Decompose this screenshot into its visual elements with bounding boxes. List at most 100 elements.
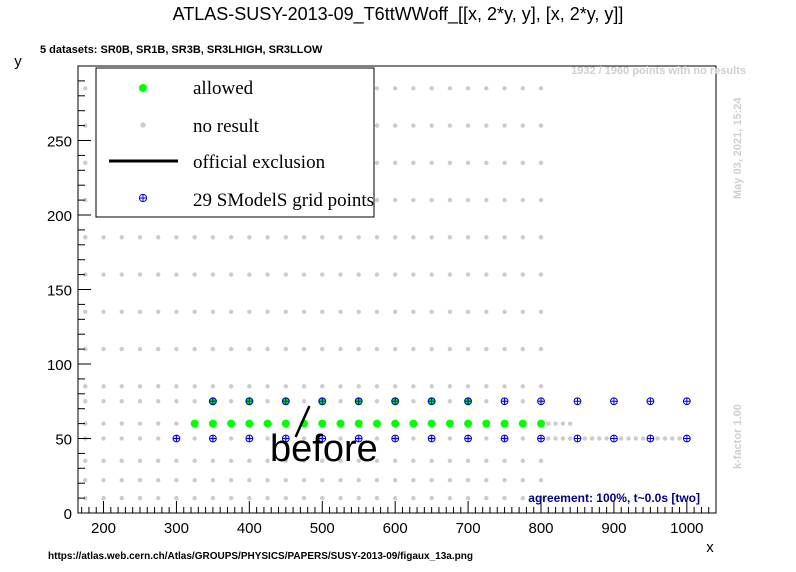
no-result-point xyxy=(520,399,525,404)
no-result-point xyxy=(338,384,343,389)
no-result-point xyxy=(597,436,602,441)
no-result-point xyxy=(137,399,143,404)
no-result-point xyxy=(520,495,525,501)
smodels-grid-point xyxy=(245,397,254,406)
no-result-point xyxy=(119,309,124,315)
no-result-point xyxy=(356,309,361,315)
no-result-point xyxy=(119,272,124,277)
allowed-point xyxy=(537,419,546,428)
no-result-point xyxy=(301,235,307,240)
smodels-grid-point xyxy=(318,434,327,443)
y-tick-label: 150 xyxy=(47,283,72,300)
no-result-point xyxy=(538,160,544,166)
no-result-point xyxy=(560,436,566,441)
allowed-point xyxy=(427,419,436,428)
no-result-point xyxy=(247,235,252,240)
smodels-grid-point xyxy=(318,397,327,406)
no-result-point xyxy=(265,309,270,315)
no-result-point xyxy=(374,399,380,404)
legend-marker-allowed xyxy=(139,84,147,92)
x-tick-label: 600 xyxy=(383,520,408,537)
no-result-point xyxy=(356,478,361,483)
no-result-point xyxy=(538,346,544,352)
no-result-point xyxy=(392,160,398,166)
smodels-grid-point xyxy=(391,397,400,406)
no-result-point xyxy=(538,272,544,277)
no-result-point xyxy=(465,309,471,315)
no-result-point xyxy=(553,436,558,441)
no-result-point xyxy=(447,495,453,501)
no-result-point xyxy=(392,309,398,315)
no-result-point xyxy=(265,478,270,483)
no-result-point xyxy=(553,421,558,426)
no-result-point xyxy=(228,272,234,277)
no-result-point xyxy=(392,235,398,240)
no-result-point xyxy=(411,197,416,203)
smodels-grid-point xyxy=(646,434,655,443)
smodels-grid-point xyxy=(682,397,691,406)
no-result-point xyxy=(247,478,252,483)
no-result-point xyxy=(265,346,270,352)
no-result-point xyxy=(392,384,398,389)
allowed-point xyxy=(336,419,345,428)
no-result-point xyxy=(174,421,179,426)
x-tick-label: 900 xyxy=(601,520,626,537)
no-result-point xyxy=(392,346,398,352)
no-result-point xyxy=(447,346,453,352)
allowed-point xyxy=(190,419,199,428)
no-result-point xyxy=(137,346,143,352)
no-result-point xyxy=(247,384,252,389)
allowed-point xyxy=(500,419,509,428)
no-result-point xyxy=(484,478,489,483)
no-result-point xyxy=(520,436,525,441)
no-result-point xyxy=(411,478,416,483)
y-tick-label: 0 xyxy=(64,506,72,523)
no-result-point xyxy=(447,458,453,464)
date-stamp: May 03, 2021, 15:24 xyxy=(732,97,744,199)
smodels-grid-point xyxy=(281,434,290,443)
no-result-point xyxy=(283,458,289,464)
no-result-point xyxy=(538,309,544,315)
allowed-point xyxy=(518,419,527,428)
no-result-point xyxy=(265,399,270,404)
no-result-point xyxy=(192,346,197,352)
no-result-point xyxy=(283,384,289,389)
no-result-point xyxy=(484,272,489,277)
no-result-point xyxy=(283,235,289,240)
no-result-point xyxy=(484,346,489,352)
no-result-point xyxy=(265,384,270,389)
no-result-point xyxy=(210,478,216,483)
no-result-point xyxy=(320,458,325,464)
no-result-point xyxy=(604,436,609,441)
allowed-point xyxy=(372,419,381,428)
no-result-point xyxy=(137,436,143,441)
no-result-point xyxy=(228,235,234,240)
no-result-point xyxy=(538,478,544,483)
no-result-point xyxy=(411,160,416,166)
no-result-point xyxy=(374,458,380,464)
no-result-point xyxy=(538,197,544,203)
no-result-point xyxy=(119,478,124,483)
no-result-point xyxy=(429,346,434,352)
no-result-point xyxy=(411,123,416,128)
no-result-point xyxy=(101,458,106,464)
no-result-point xyxy=(338,458,343,464)
no-result-point xyxy=(174,495,179,501)
no-result-point xyxy=(83,160,88,166)
no-result-point xyxy=(626,436,631,441)
no-result-point xyxy=(374,495,380,501)
smodels-grid-point xyxy=(573,397,582,406)
agreement-note: agreement: 100%, t~0.0s [two] xyxy=(528,491,700,505)
smodels-grid-point xyxy=(573,434,582,443)
no-result-point xyxy=(411,309,416,315)
no-result-point xyxy=(465,346,471,352)
y-tick-label: 50 xyxy=(55,432,72,449)
no-result-point xyxy=(283,346,289,352)
no-result-point xyxy=(137,235,143,240)
no-result-point xyxy=(465,495,471,501)
allowed-point xyxy=(354,419,363,428)
no-result-point xyxy=(447,235,453,240)
no-result-point xyxy=(619,436,624,441)
no-result-point xyxy=(119,399,124,404)
